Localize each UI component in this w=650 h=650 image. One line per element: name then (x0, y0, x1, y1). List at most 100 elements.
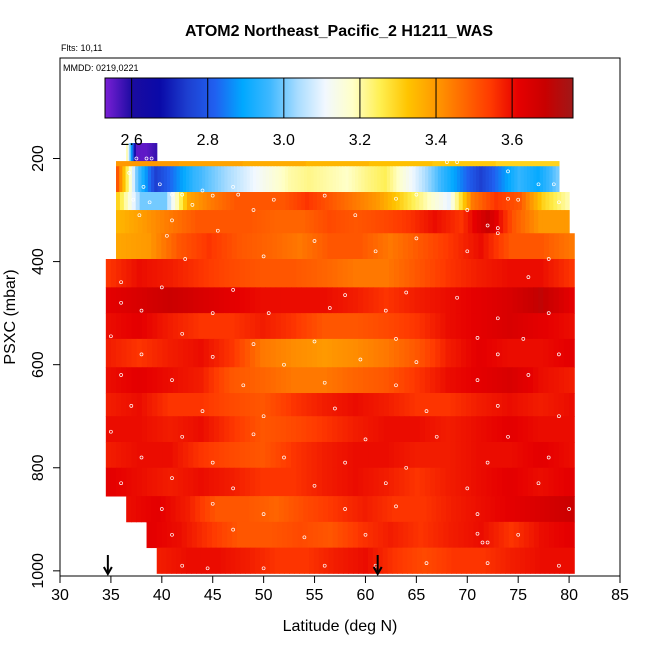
heatmap-cell (544, 521, 550, 549)
heatmap-cell (399, 416, 405, 443)
heatmap-cell (195, 210, 201, 234)
heatmap-cell (563, 338, 570, 368)
heatmap-cell (502, 393, 508, 417)
heatmap-cell (292, 521, 299, 549)
heatmap-cell (156, 233, 162, 260)
heatmap-cell (467, 210, 473, 234)
heatmap-cell (533, 166, 538, 193)
heatmap-cell (514, 166, 519, 193)
heatmap-cell (110, 467, 117, 497)
heatmap-cell (203, 338, 210, 368)
heatmap-cell (481, 210, 487, 234)
sample-point (180, 563, 185, 568)
heatmap-cell (124, 210, 130, 234)
heatmap-cell (491, 338, 498, 368)
heatmap-cell (297, 233, 303, 260)
heatmap-cell (337, 496, 344, 523)
heatmap-cell (193, 393, 200, 417)
heatmap-cell (283, 210, 289, 234)
heatmap-cell (541, 192, 547, 211)
heatmap-cell (486, 393, 493, 417)
heatmap-cell (357, 233, 364, 260)
heatmap-cell (166, 166, 171, 193)
heatmap-cell (387, 233, 394, 260)
heatmap-cell (517, 416, 524, 443)
heatmap-cell (313, 547, 320, 574)
heatmap-cell (337, 367, 344, 394)
heatmap-cell (193, 259, 200, 288)
heatmap-cell (363, 416, 369, 443)
heatmap-cell (310, 166, 315, 193)
heatmap-cell (227, 521, 233, 549)
heatmap-cell (307, 166, 311, 193)
heatmap-cell (548, 338, 555, 368)
heatmap-cell (361, 166, 366, 193)
heatmap-cell (569, 467, 575, 497)
heatmap-cell (321, 287, 328, 314)
heatmap-cell (510, 496, 516, 523)
heatmap-cell (242, 192, 247, 211)
heatmap-cell (305, 161, 370, 167)
heatmap-cell (368, 416, 375, 443)
heatmap-cell (342, 338, 349, 368)
heatmap-cell (527, 287, 534, 314)
heatmap-cell (503, 233, 510, 260)
heatmap-cell (126, 496, 132, 523)
heatmap-cell (491, 287, 498, 314)
heatmap-cell (548, 367, 555, 394)
heatmap-cell (318, 210, 324, 234)
heatmap-cell (337, 233, 344, 260)
heatmap-cell (196, 547, 202, 574)
heatmap-cell (372, 496, 378, 523)
heatmap-cell (218, 192, 223, 211)
heatmap-cell (527, 416, 534, 443)
heatmap-cell (260, 467, 266, 497)
heatmap-cell (234, 367, 241, 394)
heatmap-cell (352, 393, 359, 417)
heatmap-cell (363, 393, 369, 417)
heatmap-cell (413, 521, 419, 549)
heatmap-cell (249, 441, 256, 469)
heatmap-cell (542, 210, 548, 234)
heatmap-cell (472, 210, 478, 234)
heatmap-cell (177, 210, 183, 234)
heatmap-cell (486, 287, 493, 314)
sample-point (546, 311, 551, 315)
heatmap-cell (283, 496, 290, 523)
heatmap-cell (533, 521, 540, 549)
heatmap-cell (538, 467, 544, 497)
heatmap-cell (249, 287, 256, 314)
heatmap-cell (275, 441, 282, 469)
heatmap-cell (490, 192, 495, 211)
heatmap-cell (311, 287, 318, 314)
heatmap-cell (533, 233, 540, 260)
heatmap-cell (408, 233, 414, 260)
heatmap-cell (342, 393, 349, 417)
heatmap-cell (569, 233, 575, 260)
heatmap-cell (558, 467, 565, 497)
heatmap-cell (522, 313, 529, 340)
heatmap-cell (272, 521, 278, 549)
heatmap-cell (370, 166, 375, 193)
heatmap-cell (379, 192, 385, 211)
heatmap-cell (558, 367, 565, 394)
heatmap-cell (131, 441, 138, 469)
heatmap-cell (167, 393, 174, 417)
heatmap-cell (316, 441, 323, 469)
heatmap-cell (244, 367, 251, 394)
heatmap-cell (445, 259, 452, 288)
heatmap-cell (239, 210, 245, 234)
heatmap-cell (246, 192, 251, 211)
heatmap-cell (157, 467, 164, 497)
heatmap-cell (141, 393, 148, 417)
heatmap-cell (152, 441, 158, 469)
heatmap-cell (347, 367, 354, 394)
heatmap-cell (373, 313, 380, 340)
heatmap-cell (424, 441, 431, 469)
heatmap-cell (473, 233, 480, 260)
heatmap-cell (110, 393, 117, 417)
heatmap-cell (479, 166, 484, 193)
heatmap-cell (558, 338, 565, 368)
heatmap-cell (253, 166, 257, 193)
heatmap-cell (409, 441, 416, 469)
